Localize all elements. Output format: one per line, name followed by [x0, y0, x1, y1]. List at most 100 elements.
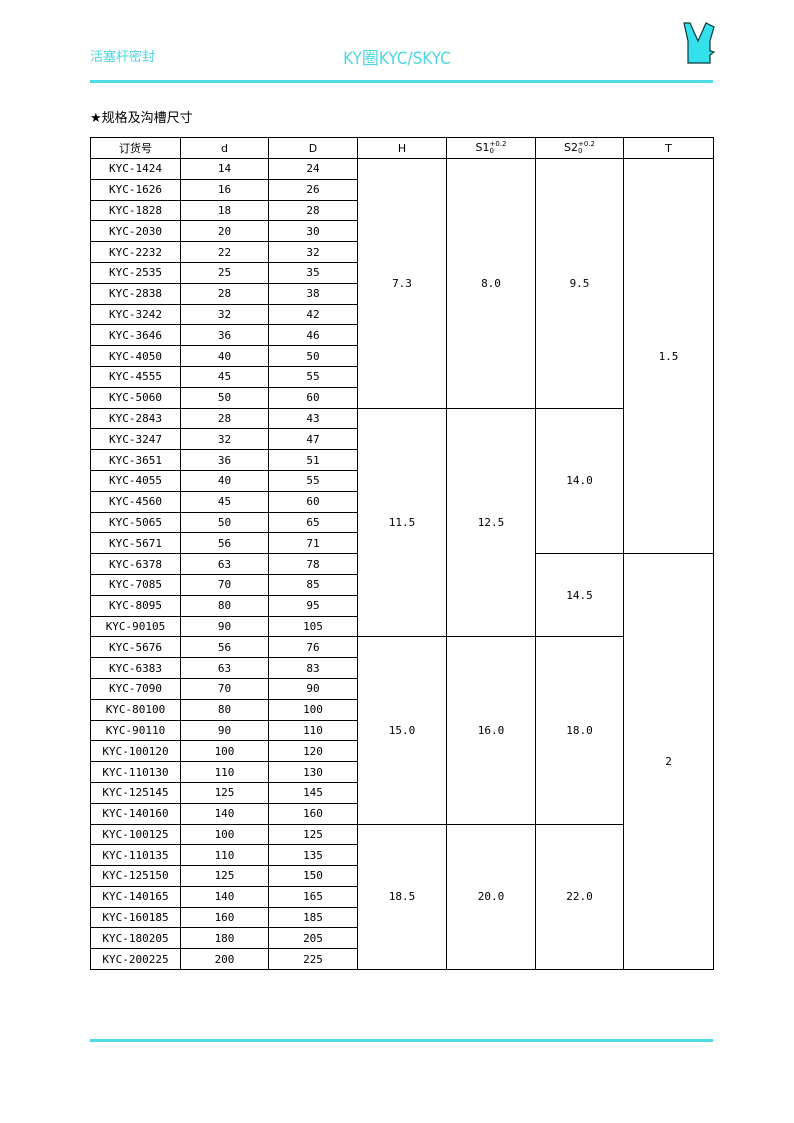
table-row: KYC-160185 160 185: [90, 906, 714, 929]
cell-d: 110: [180, 761, 269, 783]
cell-order-no: KYC-7090: [90, 677, 181, 700]
cell-order-no: KYC-80100: [90, 698, 181, 721]
table-row: KYC-2232 22 32: [90, 241, 714, 263]
cell-D: 150: [268, 865, 358, 887]
cell-d: 50: [180, 386, 269, 409]
cell-d: 36: [180, 324, 269, 347]
tolerance: +0.2 0: [489, 140, 507, 155]
cell-S2: 18.0: [535, 636, 624, 825]
cell-order-no: KYC-100125: [90, 823, 181, 846]
cell-d: 20: [180, 220, 269, 243]
cell-d: 110: [180, 844, 269, 867]
cell-order-no: KYC-180205: [90, 927, 181, 950]
cell-order-no: KYC-6378: [90, 553, 181, 575]
table-row: KYC-5065 50 65: [90, 511, 714, 534]
cell-d: 45: [180, 365, 269, 388]
cell-S2: 9.5: [535, 158, 624, 409]
cell-d: 22: [180, 241, 269, 263]
table-row: KYC-3646 36 46: [90, 324, 714, 347]
cell-d: 160: [180, 906, 269, 929]
table-row: KYC-2843 28 43 11.5 12.5 14.0: [90, 407, 714, 638]
table-header-row: 订货号 d D H S1+0.2 0 S2+0.2 0 T: [90, 137, 714, 159]
cell-D: 51: [268, 449, 358, 471]
col-header-H: H: [357, 137, 447, 159]
cell-D: 95: [268, 594, 358, 617]
cell-S2: 22.0: [535, 823, 624, 971]
cell-order-no: KYC-2232: [90, 241, 181, 263]
cell-order-no: KYC-140160: [90, 802, 181, 825]
table-row: KYC-4055 40 55: [90, 469, 714, 492]
cell-d: 63: [180, 657, 269, 679]
cell-D: 83: [268, 657, 358, 679]
cell-d: 28: [180, 282, 269, 305]
cell-order-no: KYC-4555: [90, 365, 181, 388]
cell-D: 35: [268, 261, 358, 284]
table-row: KYC-100125 100 125 18.5 20.0 22.0: [90, 823, 714, 971]
cell-order-no: KYC-200225: [90, 948, 181, 971]
cell-order-no: KYC-2843: [90, 407, 181, 430]
cell-D: 71: [268, 532, 358, 555]
category-label: 活塞杆密封: [90, 50, 156, 65]
cell-D: 60: [268, 386, 358, 409]
cell-S1: 20.0: [446, 823, 536, 971]
tolerance: +0.2 0: [577, 140, 595, 155]
cell-D: 185: [268, 906, 358, 929]
table-row: KYC-90110 90 110: [90, 719, 714, 742]
cell-D: 46: [268, 324, 358, 347]
cell-order-no: KYC-3651: [90, 449, 181, 471]
cell-H: 11.5: [357, 407, 447, 638]
cell-order-no: KYC-3247: [90, 428, 181, 451]
cell-order-no: KYC-4560: [90, 490, 181, 513]
cell-D: 205: [268, 927, 358, 950]
cell-D: 78: [268, 553, 358, 575]
cell-order-no: KYC-100120: [90, 740, 181, 763]
cell-D: 125: [268, 823, 358, 846]
table-row: KYC-5671 56 71: [90, 532, 714, 555]
cell-d: 32: [180, 428, 269, 451]
cell-D: 135: [268, 844, 358, 867]
cell-d: 180: [180, 927, 269, 950]
header-divider: [90, 80, 713, 83]
cell-d: 50: [180, 511, 269, 534]
table-row: KYC-180205 180 205: [90, 927, 714, 950]
cell-order-no: KYC-1828: [90, 199, 181, 222]
table-row: KYC-1828 18 28: [90, 199, 714, 222]
cell-order-no: KYC-160185: [90, 906, 181, 929]
cell-D: 160: [268, 802, 358, 825]
cell-d: 63: [180, 553, 269, 575]
table-row: KYC-6378 63 78 14.5 2: [90, 553, 714, 971]
cell-D: 55: [268, 365, 358, 388]
table-row: KYC-1626 16 26: [90, 178, 714, 201]
cell-D: 225: [268, 948, 358, 971]
cell-order-no: KYC-2535: [90, 261, 181, 284]
cell-d: 40: [180, 469, 269, 492]
cell-order-no: KYC-125150: [90, 865, 181, 887]
cell-D: 85: [268, 573, 358, 596]
table-row: KYC-125150 125 150: [90, 865, 714, 887]
cell-d: 28: [180, 407, 269, 430]
cell-D: 100: [268, 698, 358, 721]
cell-order-no: KYC-110135: [90, 844, 181, 867]
cell-order-no: KYC-110130: [90, 761, 181, 783]
cell-H: 18.5: [357, 823, 447, 971]
cell-D: 50: [268, 345, 358, 367]
cell-D: 130: [268, 761, 358, 783]
cell-S2: 14.5: [535, 553, 624, 638]
cell-S1: 12.5: [446, 407, 536, 638]
cell-D: 55: [268, 469, 358, 492]
footer-divider: [90, 1039, 713, 1042]
cell-D: 76: [268, 636, 358, 659]
cell-D: 26: [268, 178, 358, 201]
seal-profile-logo-icon: [683, 22, 716, 64]
cell-order-no: KYC-6383: [90, 657, 181, 679]
table-row: KYC-2535 25 35: [90, 261, 714, 284]
cell-order-no: KYC-4050: [90, 345, 181, 367]
cell-d: 32: [180, 303, 269, 326]
col-header-T: T: [623, 137, 714, 159]
cell-d: 16: [180, 178, 269, 201]
cell-D: 47: [268, 428, 358, 451]
table-row: KYC-100120 100 120: [90, 740, 714, 763]
cell-d: 18: [180, 199, 269, 222]
cell-order-no: KYC-2030: [90, 220, 181, 243]
